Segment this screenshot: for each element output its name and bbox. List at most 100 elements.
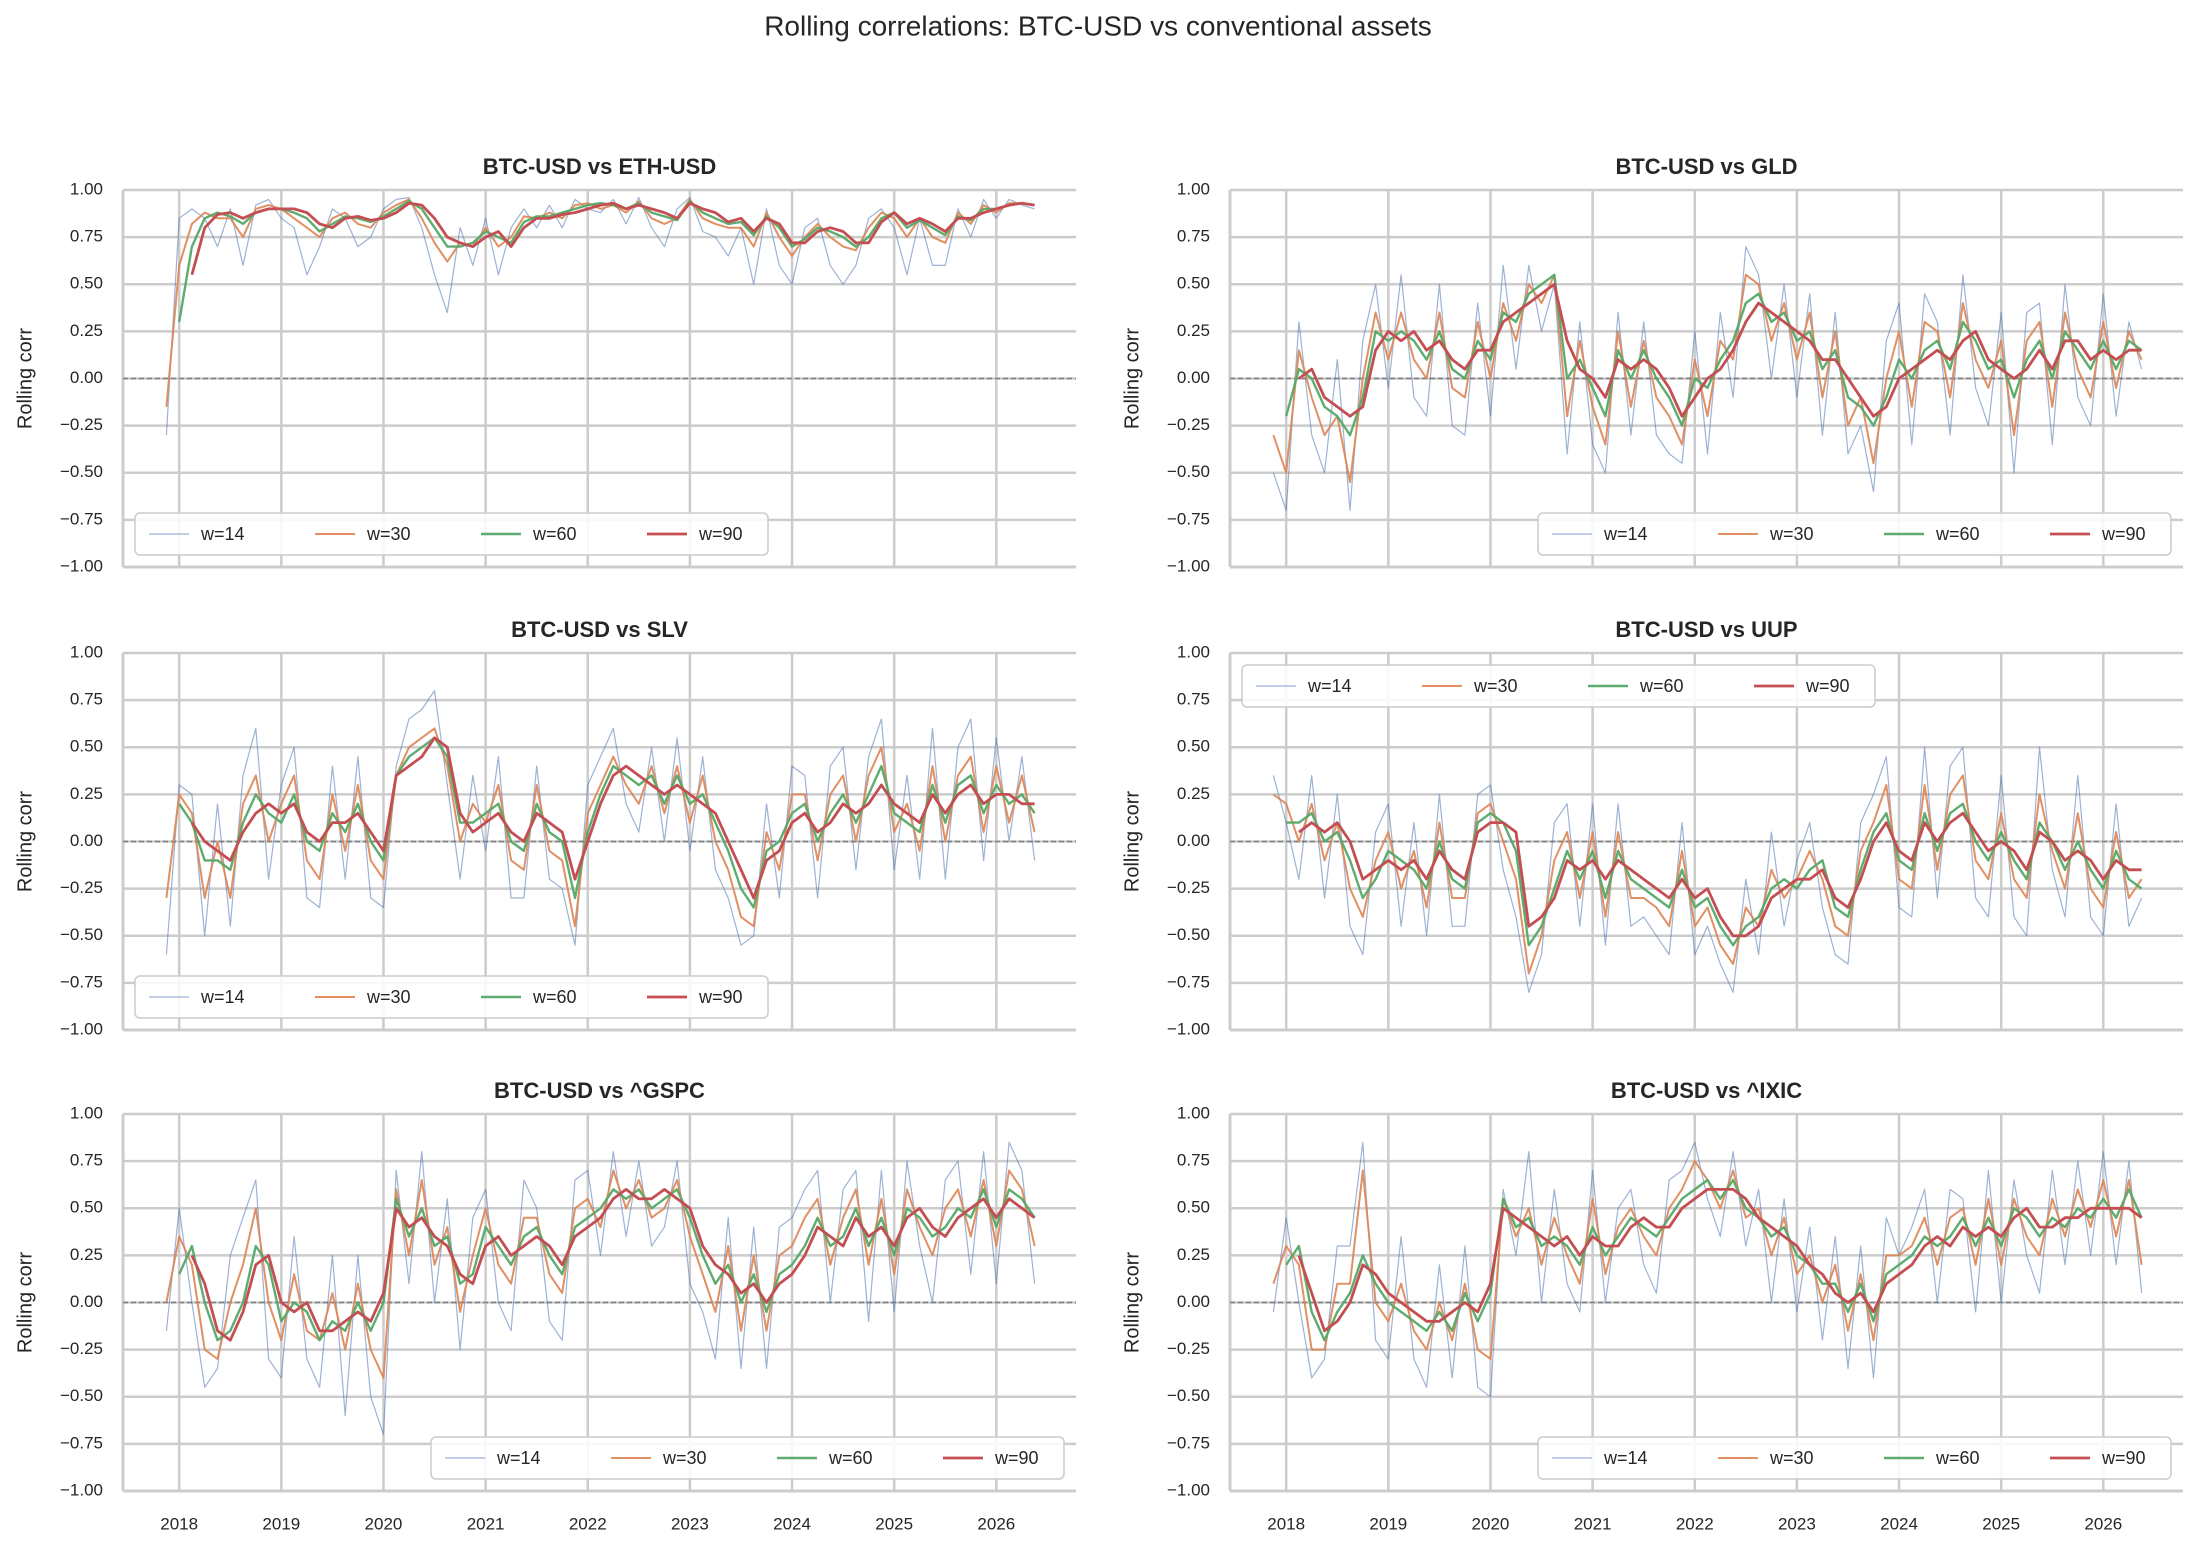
subplot-title: BTC-USD vs GLD [1615,154,1797,179]
legend-box [430,1436,1065,1480]
legend-label: w=90 [698,987,743,1007]
series-line [1298,282,2142,418]
x-tick-label: 2018 [160,1514,198,1533]
legend-label: w=14 [200,524,245,544]
legend-label: w=14 [1603,524,1648,544]
legend-label: w=60 [1639,676,1684,696]
series-line [178,1188,1036,1342]
series-line [190,201,1035,276]
y-tick-label: 0.25 [70,784,103,803]
series-line [1285,273,2143,437]
legend-label: w=90 [2101,524,2146,544]
subplot: −1.00 −0.75 −0.50 −0.25 0.00 0.25 0.50 0.75 1.00… [14,154,1076,575]
y-tick-label: −1.00 [1167,1019,1210,1038]
legend-label: w=14 [1603,1448,1648,1468]
legend-label: w=60 [1935,524,1980,544]
series-line [1297,1188,2143,1333]
x-tick-label: 2018 [1267,1514,1305,1533]
x-tick-label: 2024 [1880,1514,1918,1533]
legend-label: w=90 [994,1448,1039,1468]
legend-box [134,975,769,1019]
y-tick-label: 0.25 [70,321,103,340]
legend-box [1241,664,1876,708]
legend-box [1537,1436,2172,1480]
legend-label: w=30 [1769,1448,1814,1468]
y-tick-label: 0.25 [70,1245,103,1264]
y-tick-label: −0.50 [60,925,103,944]
subplot: 2018 2019 2020 2021 2022 2023 2024 2025 2026 −1.0… [14,1078,1076,1533]
y-tick-label: 0.75 [70,690,103,709]
y-axis-label: Rolling corr [14,1252,36,1353]
x-tick-label: 2026 [2084,1514,2122,1533]
series-line [165,690,1036,955]
x-tick-label: 2021 [1574,1514,1612,1533]
legend-label: w=60 [1935,1448,1980,1468]
y-tick-label: 1.00 [1177,179,1210,198]
x-tick-label: 2025 [1982,1514,2020,1533]
subplot-title: BTC-USD vs UUP [1615,617,1797,642]
y-tick-label: −0.25 [1167,1339,1210,1358]
series-line [1272,774,2143,975]
legend: w=14 w=30 w=60 w=90 [134,512,769,556]
series-line [1298,811,2142,938]
x-tick-label: 2020 [1472,1514,1510,1533]
y-tick-label: −1.00 [60,1480,103,1499]
subplot: −1.00 −0.75 −0.50 −0.25 0.00 0.25 0.50 0.75 1.00… [1121,154,2183,575]
series-line [165,1169,1036,1379]
legend-label: w=30 [662,1448,707,1468]
y-tick-label: 0.50 [70,1198,103,1217]
series-line [165,198,1035,407]
series-line [1272,746,2143,993]
series-line [165,727,1036,928]
series-line [1286,802,2143,947]
y-tick-label: 1.00 [70,642,103,661]
y-tick-label: 0.00 [1177,1292,1210,1311]
x-tick-label: 2025 [875,1514,913,1533]
legend-label: w=14 [496,1448,541,1468]
y-tick-label: 0.00 [70,368,103,387]
y-tick-label: 0.00 [1177,368,1210,387]
legend-label: w=30 [1473,676,1518,696]
x-tick-label: 2023 [1778,1514,1816,1533]
y-tick-label: 0.75 [70,227,103,246]
y-tick-label: −0.75 [1167,509,1210,528]
y-tick-label: 0.50 [1177,737,1210,756]
y-tick-label: 1.00 [1177,642,1210,661]
series-line [178,200,1035,323]
y-tick-label: −0.75 [1167,1433,1210,1452]
y-tick-label: 0.75 [1177,227,1210,246]
y-tick-label: −1.00 [60,1019,103,1038]
subplot: −1.00 −0.75 −0.50 −0.25 0.00 0.25 0.50 0.75 1.00… [1121,617,2183,1038]
subplot-title: BTC-USD vs ^GSPC [494,1078,705,1103]
y-tick-label: 0.50 [1177,1198,1210,1217]
legend-box [1537,512,2172,556]
y-tick-label: 1.00 [70,1103,103,1122]
y-tick-label: 0.25 [1177,784,1210,803]
y-tick-label: −0.75 [1167,972,1210,991]
legend-label: w=30 [1769,524,1814,544]
y-tick-label: 0.25 [1177,321,1210,340]
y-tick-label: 0.75 [1177,1151,1210,1170]
y-tick-label: 1.00 [70,179,103,198]
x-tick-label: 2020 [365,1514,403,1533]
y-tick-label: −0.25 [60,1339,103,1358]
series-line [178,736,1036,909]
y-tick-label: 0.75 [1177,690,1210,709]
series-line [1272,1141,2143,1398]
x-tick-label: 2023 [671,1514,709,1533]
subplot-title: BTC-USD vs SLV [511,617,688,642]
y-axis-label: Rolling corr [14,791,36,892]
y-tick-label: −1.00 [1167,1480,1210,1499]
legend: w=14 w=30 w=60 w=90 [1241,664,1876,708]
y-tick-label: 0.50 [70,274,103,293]
y-tick-label: −1.00 [1167,556,1210,575]
y-tick-label: 0.00 [1177,831,1210,850]
legend-label: w=90 [1805,676,1850,696]
legend-label: w=90 [2101,1448,2146,1468]
legend-label: w=60 [532,524,577,544]
series-line [165,1141,1036,1436]
y-tick-label: 0.50 [1177,274,1210,293]
series-line [1272,273,2143,484]
y-tick-label: −0.50 [1167,925,1210,944]
series-line [165,196,1035,436]
